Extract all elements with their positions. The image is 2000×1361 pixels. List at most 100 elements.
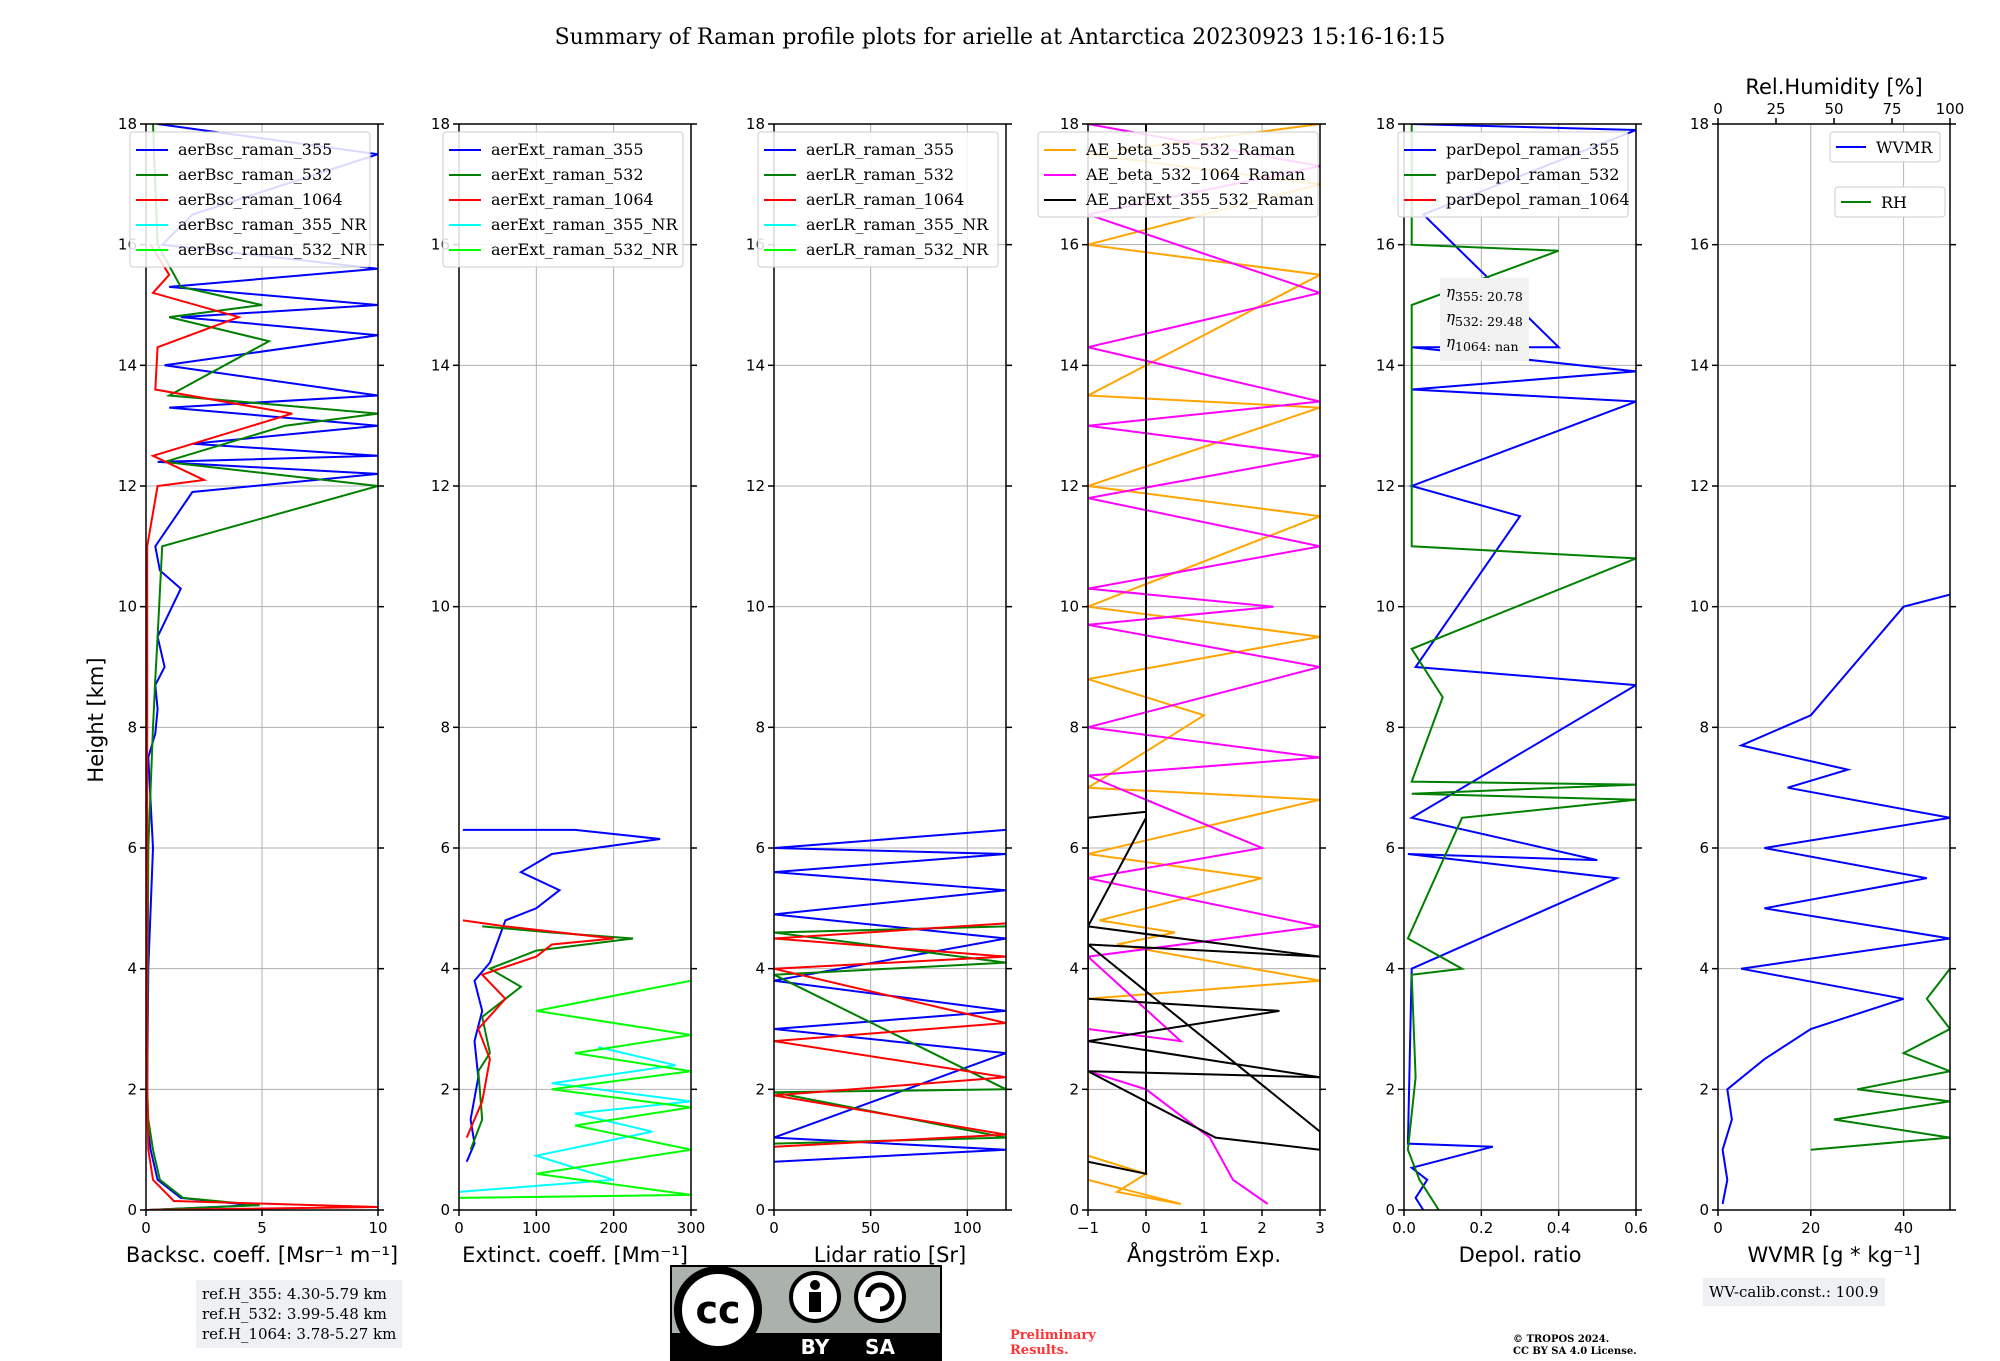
series-aerLR_raman_355 bbox=[774, 828, 1006, 1163]
xlabel-backscatter: Backsc. coeff. [Msr⁻¹ m⁻¹] bbox=[126, 1243, 398, 1267]
top-xtick-label-0: 0 bbox=[1713, 100, 1723, 118]
panel-depol: 0 2 4 6 8 10 12 14 16 18 0.0 0.2 0.4 0.6 Depol. ratio p… bbox=[1376, 115, 1648, 1267]
xlabel-extinction: Extinct. coeff. [Mm⁻¹] bbox=[462, 1243, 688, 1267]
ytick-label-angstrom-3: 6 bbox=[1069, 839, 1079, 857]
ytick-label-wvmr-4: 8 bbox=[1699, 718, 1709, 736]
legend-box-RH bbox=[1834, 186, 1946, 218]
legend-box-WVMR bbox=[1829, 131, 1941, 163]
eta-1064: η1064: nan bbox=[1446, 333, 1519, 354]
ytick-label-extinction-4: 8 bbox=[440, 718, 450, 736]
sa-share-icon bbox=[854, 1271, 906, 1323]
axes-frame-depol bbox=[1403, 123, 1637, 1211]
cc-circle-icon bbox=[674, 1266, 762, 1354]
legend-label-aerLR_raman_532_NR: aerLR_raman_532_NR bbox=[806, 240, 989, 259]
legend-label-aerLR_raman_355: aerLR_raman_355 bbox=[806, 140, 954, 159]
ytick-label-extinction-9: 18 bbox=[431, 115, 450, 133]
ytick-label-backscatter-7: 14 bbox=[118, 356, 137, 374]
ytick-label-depol-2: 4 bbox=[1385, 960, 1395, 978]
xtick-label-extinction-3: 300 bbox=[677, 1219, 706, 1237]
series-WVMR bbox=[1721, 593, 1950, 1205]
top-xlabel-rh: Rel.Humidity [%] bbox=[1745, 75, 1922, 99]
xtick-label-angstrom-1: 0 bbox=[1141, 1219, 1151, 1237]
ytick-label-depol-5: 10 bbox=[1376, 598, 1395, 616]
series-aerLR_raman_1064 bbox=[774, 922, 1006, 1148]
legend-label-AE_parExt_355_532_Raman: AE_parExt_355_532_Raman bbox=[1085, 190, 1314, 209]
series-aerExt_raman_1064 bbox=[462, 919, 614, 1138]
series-aerExt_raman_355 bbox=[462, 828, 661, 1163]
ytick-label-depol-3: 6 bbox=[1385, 839, 1395, 857]
y-axis-label: Height [km] bbox=[84, 657, 108, 782]
xlabel-lidar_ratio: Lidar ratio [Sr] bbox=[814, 1243, 967, 1267]
ytick-label-angstrom-7: 14 bbox=[1060, 356, 1079, 374]
ytick-label-depol-0: 0 bbox=[1385, 1201, 1395, 1219]
ytick-label-lidar_ratio-0: 0 bbox=[755, 1201, 765, 1219]
xlabel-angstrom: Ångström Exp. bbox=[1127, 1241, 1281, 1267]
xtick-label-angstrom-0: −1 bbox=[1077, 1219, 1099, 1237]
series-aerBsc_raman_532 bbox=[146, 124, 378, 1210]
ytick-label-angstrom-4: 8 bbox=[1069, 718, 1079, 736]
xtick-label-depol-3: 0.6 bbox=[1624, 1219, 1648, 1237]
legend-label-aerLR_raman_532: aerLR_raman_532 bbox=[806, 165, 954, 184]
legend-label-AE_beta_532_1064_Raman: AE_beta_532_1064_Raman bbox=[1085, 165, 1305, 184]
ytick-label-depol-7: 14 bbox=[1376, 356, 1395, 374]
xlabel-depol: Depol. ratio bbox=[1459, 1243, 1582, 1267]
ref-height-355: ref.H_355: 4.30-5.79 km bbox=[202, 1285, 387, 1303]
axes-frame-extinction bbox=[458, 123, 692, 1211]
ytick-label-depol-6: 12 bbox=[1376, 477, 1395, 495]
figure-title: Summary of Raman profile plots for ariel… bbox=[555, 25, 1446, 50]
ytick-label-lidar_ratio-3: 6 bbox=[755, 839, 765, 857]
legend-label-aerExt_raman_1064: aerExt_raman_1064 bbox=[491, 190, 654, 209]
xtick-label-backscatter-2: 10 bbox=[368, 1219, 387, 1237]
series-RH bbox=[1810, 968, 1950, 1151]
xtick-label-lidar_ratio-2: 100 bbox=[953, 1219, 982, 1237]
ytick-label-wvmr-1: 2 bbox=[1699, 1080, 1709, 1098]
ytick-label-angstrom-6: 12 bbox=[1060, 477, 1079, 495]
ref-height-1064: ref.H_1064: 3.78-5.27 km bbox=[202, 1325, 397, 1343]
ytick-label-wvmr-3: 6 bbox=[1699, 839, 1709, 857]
legend-label-aerExt_raman_532: aerExt_raman_532 bbox=[491, 165, 644, 184]
eta-532: η532: 29.48 bbox=[1446, 308, 1523, 329]
xtick-label-backscatter-0: 0 bbox=[141, 1219, 151, 1237]
ytick-label-extinction-7: 14 bbox=[431, 356, 450, 374]
legend-label-aerLR_raman_1064: aerLR_raman_1064 bbox=[806, 190, 964, 209]
ytick-label-angstrom-8: 16 bbox=[1060, 236, 1079, 254]
ytick-label-wvmr-7: 14 bbox=[1690, 356, 1709, 374]
xlabel-wvmr: WVMR [g * kg⁻¹] bbox=[1747, 1243, 1920, 1267]
ytick-label-extinction-6: 12 bbox=[431, 477, 450, 495]
ytick-label-angstrom-5: 10 bbox=[1060, 598, 1079, 616]
wv-calib-box: WV-calib.const.: 100.9 bbox=[1703, 1278, 1885, 1306]
ytick-label-lidar_ratio-2: 4 bbox=[755, 960, 765, 978]
xtick-label-angstrom-3: 2 bbox=[1257, 1219, 1267, 1237]
xtick-label-wvmr-1: 20 bbox=[1801, 1219, 1820, 1237]
legend-label-parDepol_raman_355: parDepol_raman_355 bbox=[1446, 140, 1619, 159]
top-xtick-label-1: 25 bbox=[1766, 100, 1785, 118]
ytick-label-angstrom-0: 0 bbox=[1069, 1201, 1079, 1219]
legend-box-extinction bbox=[442, 131, 684, 268]
ytick-label-depol-1: 2 bbox=[1385, 1080, 1395, 1098]
by-text: BY bbox=[801, 1335, 830, 1359]
ytick-label-depol-4: 8 bbox=[1385, 718, 1395, 736]
ref-height-box: ref.H_355: 4.30-5.79 km ref.H_532: 3.99-… bbox=[196, 1280, 403, 1348]
ytick-label-backscatter-6: 12 bbox=[118, 477, 137, 495]
ytick-label-backscatter-1: 2 bbox=[127, 1080, 137, 1098]
legend-label-aerBsc_raman_1064: aerBsc_raman_1064 bbox=[178, 190, 343, 209]
top-xtick-label-3: 75 bbox=[1882, 100, 1901, 118]
ytick-label-lidar_ratio-1: 2 bbox=[755, 1080, 765, 1098]
ytick-label-extinction-5: 10 bbox=[431, 598, 450, 616]
xtick-label-depol-1: 0.2 bbox=[1469, 1219, 1493, 1237]
legend-label-aerExt_raman_355: aerExt_raman_355 bbox=[491, 140, 644, 159]
ytick-label-depol-8: 16 bbox=[1376, 236, 1395, 254]
cc-text: cc bbox=[695, 1288, 740, 1332]
ytick-label-wvmr-9: 18 bbox=[1690, 115, 1709, 133]
legend-label-parDepol_raman_1064: parDepol_raman_1064 bbox=[1446, 190, 1630, 209]
ytick-label-angstrom-1: 2 bbox=[1069, 1080, 1079, 1098]
xtick-label-lidar_ratio-0: 0 bbox=[769, 1219, 779, 1237]
ytick-label-backscatter-9: 18 bbox=[118, 115, 137, 133]
legend-label-RH: RH bbox=[1881, 193, 1907, 212]
legend-label-WVMR: WVMR bbox=[1876, 138, 1933, 157]
series-aerExt_raman_532_NR bbox=[459, 979, 691, 1199]
xtick-label-wvmr-2: 40 bbox=[1894, 1219, 1913, 1237]
